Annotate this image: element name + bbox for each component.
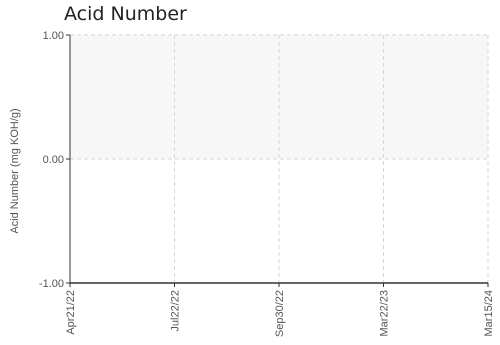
y-tick-label: -1.00: [39, 278, 64, 290]
x-tick-label: Mar22/23: [379, 290, 391, 336]
x-axis-ticks: Apr21/22 Jul22/22 Sep30/22 Mar22/23 Mar15/24: [65, 283, 495, 337]
x-tick-label: Apr21/22: [65, 290, 77, 335]
y-axis-label: Acid Number (mg KOH/g): [9, 108, 21, 233]
x-tick-label: Jul22/22: [170, 290, 182, 332]
y-axis-ticks: 1.00 0.00 -1.00: [39, 30, 70, 290]
chart-title: Acid Number: [64, 3, 187, 25]
y-tick-label: 1.00: [43, 30, 64, 42]
x-tick-label: Mar15/24: [483, 290, 495, 336]
y-tick-label: 0.00: [43, 154, 64, 166]
x-tick-label: Sep30/22: [274, 290, 286, 337]
shaded-band: [70, 35, 488, 159]
